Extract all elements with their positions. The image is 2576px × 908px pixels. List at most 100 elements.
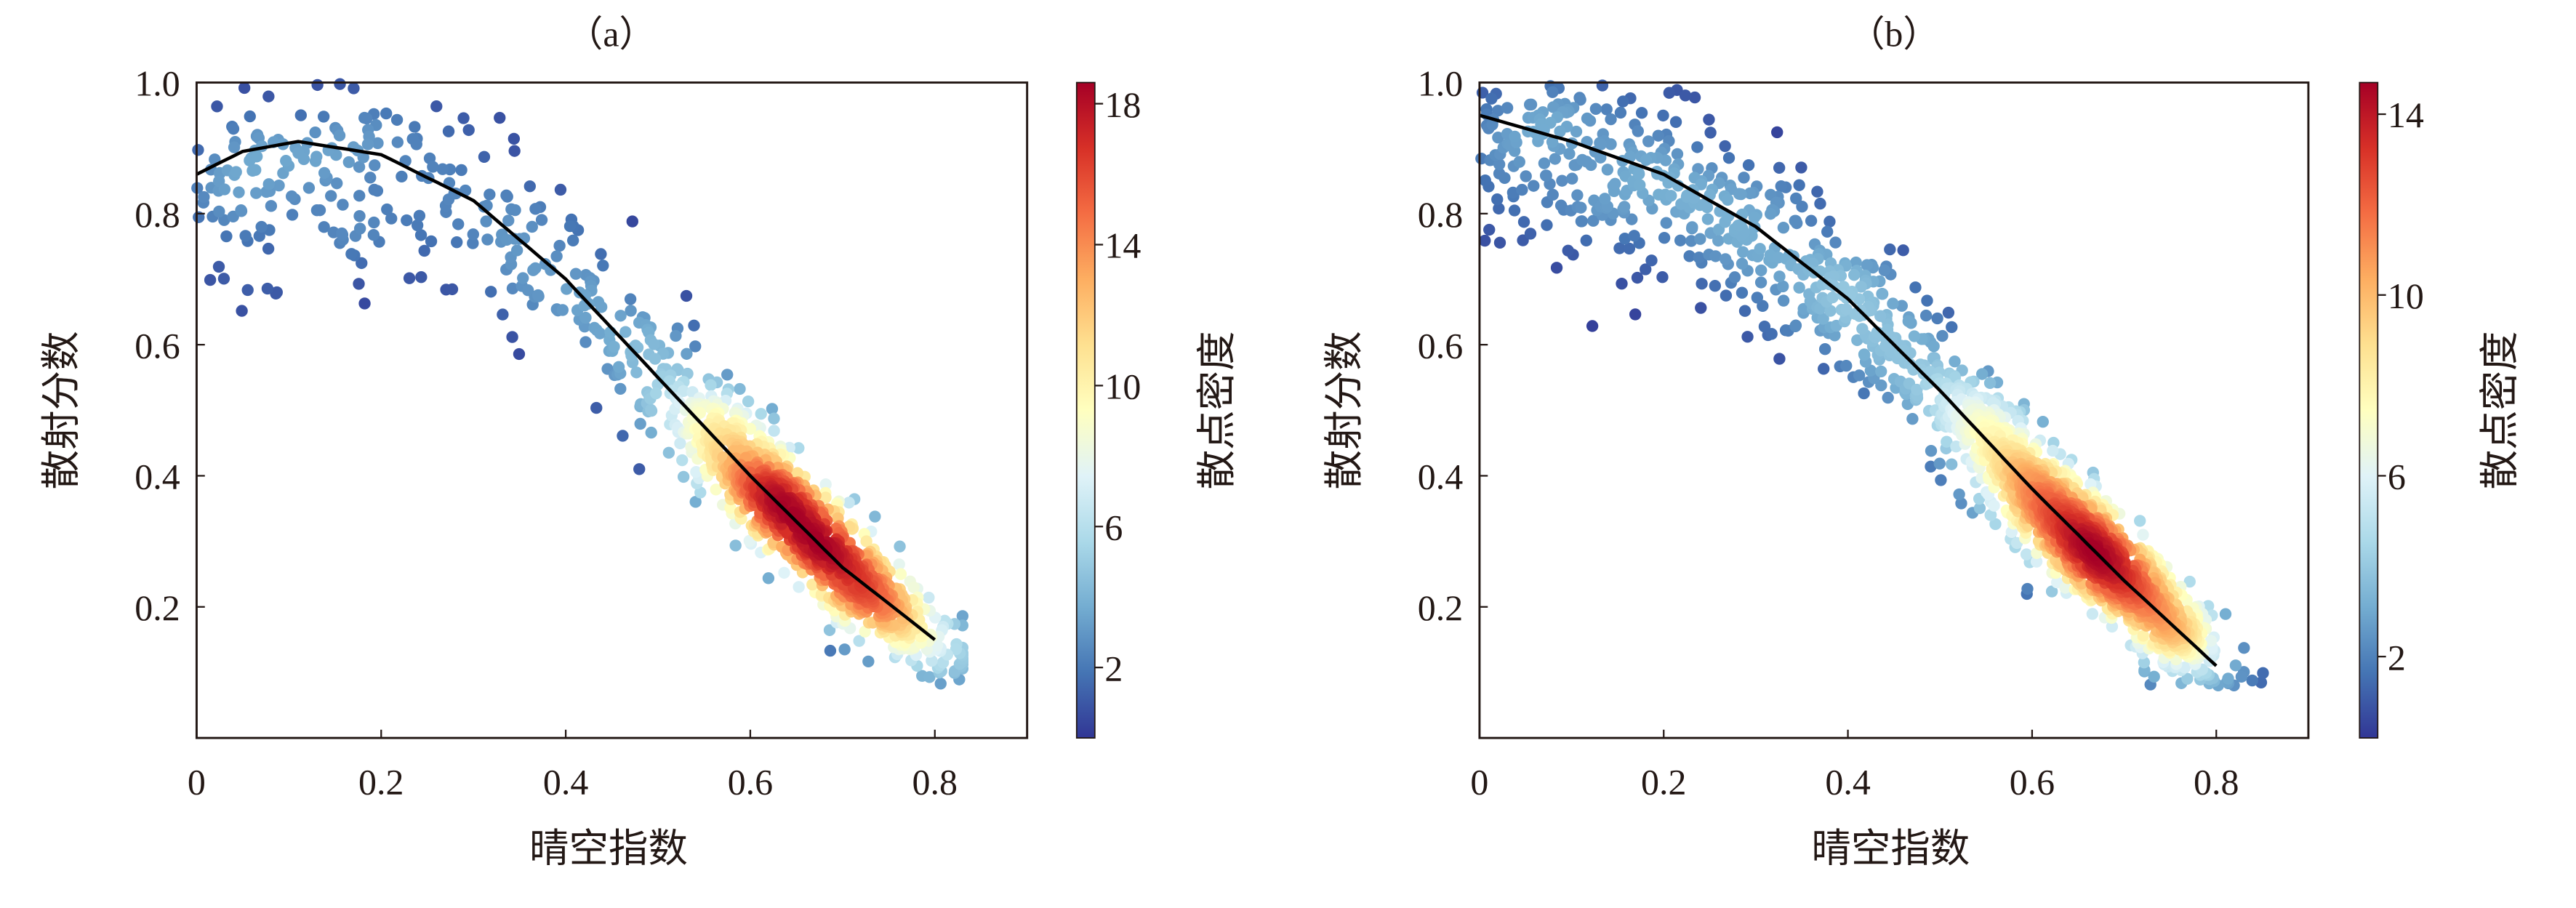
scatter-point (1884, 243, 1896, 256)
scatter-point (523, 180, 536, 193)
scatter-point (1864, 364, 1877, 377)
scatter-point (198, 190, 210, 204)
scatter-point (286, 190, 298, 203)
scatter-point (1847, 269, 1861, 281)
scatter-point (688, 319, 700, 332)
scatter-point (1616, 278, 1628, 290)
scatter-point (526, 220, 538, 233)
scatter-point (1732, 220, 1744, 232)
scatter-point (261, 282, 274, 295)
scatter-point (619, 326, 632, 338)
scatter-point (2222, 672, 2234, 685)
x-tick-label: 0.6 (728, 761, 773, 802)
scatter-point (1736, 286, 1749, 299)
scatter-point (262, 242, 275, 255)
scatter-point (729, 539, 742, 552)
scatter-point (1875, 365, 1887, 378)
scatter-point (626, 215, 638, 228)
scatter-point (353, 278, 365, 290)
scatter-point (1703, 113, 1715, 126)
scatter-point (446, 283, 459, 296)
scatter-point (1811, 185, 1823, 198)
scatter-point (1946, 321, 1958, 334)
scatter-point (1942, 306, 1955, 319)
scatter-point (462, 124, 475, 137)
scatter-point (1773, 353, 1786, 365)
scatter-point (1640, 263, 1652, 276)
scatter-point (670, 329, 682, 342)
scatter-point (483, 188, 496, 201)
scatter-point (1771, 126, 1783, 139)
scatter-point (1645, 254, 1658, 267)
scatter-point (1935, 474, 1947, 486)
scatter-point (1826, 291, 1839, 304)
scatter-point (1524, 228, 1537, 240)
scatter-point (650, 387, 662, 400)
scatter-point (1618, 233, 1631, 245)
scatter-point (481, 233, 494, 246)
x-tick-label: 0 (188, 761, 206, 802)
scatter-point (907, 581, 920, 594)
scatter-point (1775, 180, 1787, 193)
scatter-point (853, 635, 865, 647)
scatter-point (1876, 288, 1888, 300)
scatter-point (1919, 309, 1933, 322)
scatter-point (505, 203, 518, 215)
scatter-point (824, 644, 837, 657)
scatter-point (1683, 250, 1696, 262)
scatter-point (744, 422, 757, 435)
scatter-point (418, 244, 430, 257)
scatter-point (1479, 234, 1491, 247)
scatter-point (1693, 252, 1705, 264)
x-tick-label: 0.4 (1825, 761, 1870, 802)
scatter-point (1549, 153, 1562, 165)
scatter-point (721, 369, 734, 381)
scatter-point (1546, 135, 1559, 148)
scatter-point (819, 478, 832, 491)
colorbar-label: 散点密度 (2478, 331, 2522, 489)
colorbar-tick-label: 14 (1104, 225, 1141, 266)
scatter-point (1765, 207, 1777, 220)
scatter-point (425, 235, 438, 248)
scatter-point (2106, 620, 2119, 633)
scatter-point (1911, 383, 1923, 396)
scatter-point (1656, 271, 1669, 284)
scatter-point (1618, 201, 1631, 213)
scatter-point (1719, 140, 1731, 153)
scatter-point (614, 310, 627, 322)
scatter-point (235, 204, 247, 217)
scatter-point (694, 486, 707, 499)
scatter-point (230, 166, 242, 178)
scatter-point (1754, 276, 1768, 289)
y-axis-label: 散射分数 (39, 331, 83, 489)
x-tick-label: 0.6 (2010, 761, 2055, 802)
scatter-point (361, 138, 374, 150)
scatter-point (318, 166, 331, 180)
scatter-point (501, 190, 513, 203)
scatter-point (862, 655, 875, 668)
scatter-point (385, 212, 398, 225)
scatter-point (1493, 158, 1506, 171)
scatter-point (311, 79, 324, 92)
scatter-point (391, 136, 404, 148)
scatter-point (1698, 198, 1711, 211)
scatter-point (923, 671, 936, 683)
scatter-point (345, 248, 358, 260)
scatter-point (1793, 281, 1805, 294)
x-tick-label: 0.2 (358, 761, 404, 802)
scatter-point (262, 178, 275, 190)
panel-title: （b） (1848, 14, 1939, 55)
scatter-point (236, 305, 248, 317)
scatter-point (1748, 211, 1761, 224)
scatter-point (1671, 148, 1684, 161)
scatter-point (1719, 253, 1732, 265)
scatter-point (2037, 415, 2049, 428)
scatter-point (1829, 236, 1842, 249)
scatter-point (595, 248, 607, 260)
scatter-point (255, 220, 268, 233)
scatter-point (677, 385, 689, 398)
fit-curve (196, 140, 936, 641)
scatter-point (211, 100, 223, 113)
scatter-point (1475, 152, 1488, 165)
scatter-point (724, 502, 737, 514)
